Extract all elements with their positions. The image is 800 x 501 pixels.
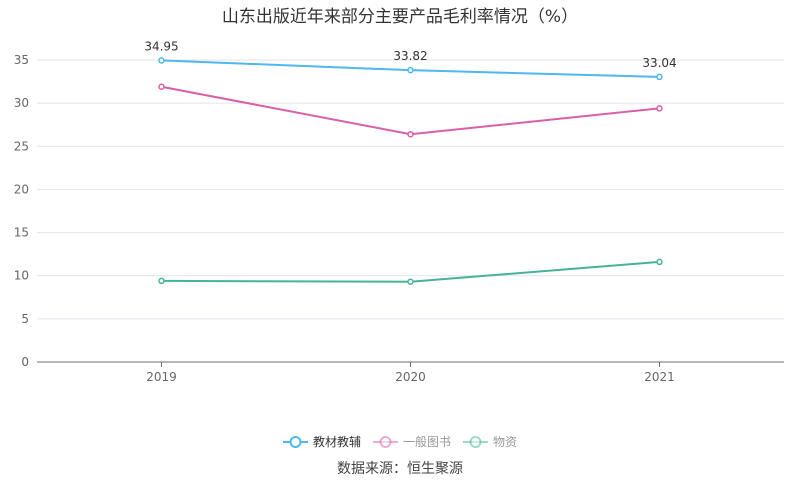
y-tick-label: 30 bbox=[14, 96, 29, 110]
data-point bbox=[407, 278, 414, 286]
legend-item[interactable]: 物资 bbox=[463, 433, 517, 450]
y-tick-label: 5 bbox=[21, 312, 29, 326]
legend-label: 一般图书 bbox=[402, 435, 451, 449]
y-tick-label: 35 bbox=[14, 53, 29, 67]
data-point bbox=[158, 83, 165, 90]
data-point bbox=[656, 258, 663, 266]
data-point bbox=[158, 57, 165, 64]
chart-title: 山东出版近年来部分主要产品毛利率情况（%） bbox=[221, 7, 579, 27]
data-label: 33.04 bbox=[642, 56, 676, 70]
x-tick-label: 2019 bbox=[146, 370, 177, 384]
data-source: 数据来源：恒生聚源 bbox=[337, 461, 463, 477]
legend-item[interactable]: 教材教辅 bbox=[282, 433, 361, 450]
y-tick-label: 25 bbox=[14, 139, 29, 153]
series-line-2 bbox=[161, 85, 660, 136]
data-point bbox=[407, 66, 414, 74]
y-tick-label: 20 bbox=[14, 182, 29, 196]
data-point bbox=[407, 130, 414, 138]
x-tick-label: 2020 bbox=[395, 370, 426, 384]
data-label: 34.95 bbox=[144, 39, 178, 53]
legend-line-circle-icon bbox=[372, 435, 398, 448]
y-tick-label: 10 bbox=[14, 269, 29, 283]
legend-label: 教材教辅 bbox=[312, 435, 361, 449]
legend: 教材教辅 一般图书 物资 bbox=[0, 433, 800, 450]
legend-line-circle-icon bbox=[463, 435, 488, 448]
legend-label: 物资 bbox=[493, 435, 518, 449]
data-point bbox=[656, 105, 663, 112]
y-tick-label: 15 bbox=[14, 226, 29, 240]
data-label: 33.82 bbox=[393, 49, 427, 63]
y-tick-label: 0 bbox=[21, 355, 29, 369]
data-point bbox=[656, 73, 663, 81]
legend-item[interactable]: 一般图书 bbox=[372, 433, 451, 450]
x-tick-label: 2021 bbox=[644, 370, 675, 384]
line-chart: 0 5 10 15 20 25 30 35 2019 2020 2021 34.95 33.82 33.0… bbox=[14, 39, 784, 384]
legend-line-circle-icon bbox=[282, 435, 308, 448]
data-point bbox=[158, 277, 165, 285]
